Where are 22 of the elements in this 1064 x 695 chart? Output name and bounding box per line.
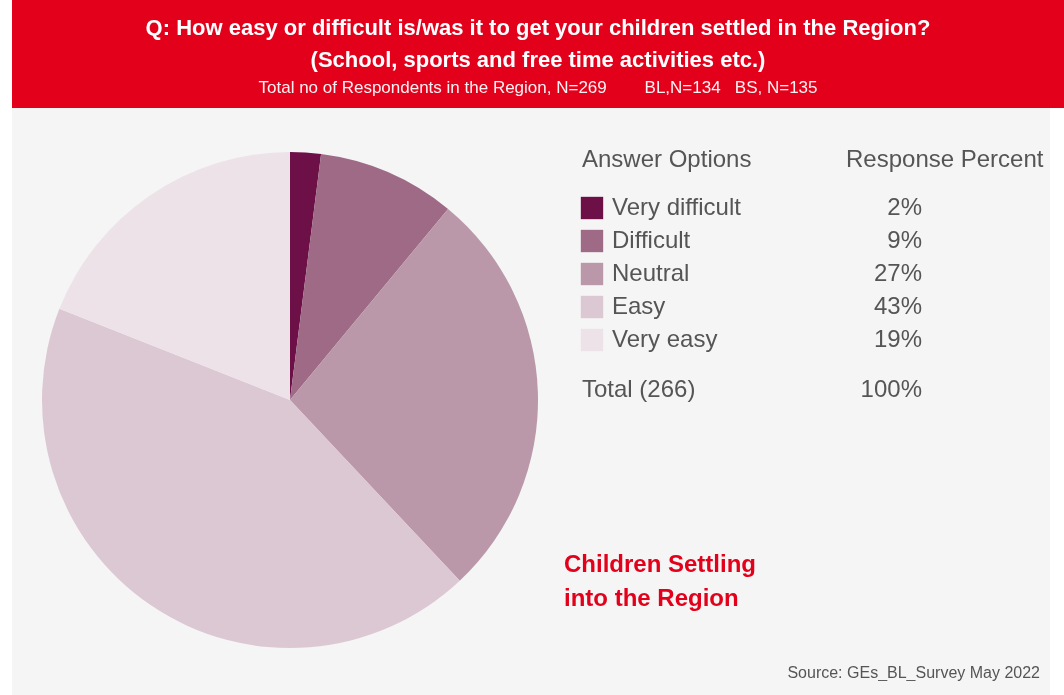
data-label: 2%	[887, 193, 922, 220]
legend-label: Neutral	[612, 259, 690, 286]
pie-slice	[59, 152, 290, 400]
pie-slice	[42, 308, 460, 648]
chart-title: Q: How easy or difficult is/was it to get your children settled in the Region? (School, sports and free time activities etc.)	[144, 14, 932, 74]
legend-label: Easy	[612, 292, 666, 319]
source-note: Source: GEs_BL_Survey May 2022	[787, 664, 1041, 682]
legend-label: Difficult	[612, 226, 691, 253]
text: Total (266)	[582, 375, 696, 402]
pie-slice	[290, 208, 538, 581]
text: Children Settling into the Region	[564, 550, 756, 611]
pie-slice	[290, 153, 449, 400]
text: 100%	[860, 375, 922, 402]
data-label: 19%	[873, 325, 922, 352]
legend-label: Very easy	[612, 325, 718, 352]
data-label: 27%	[873, 259, 922, 286]
chart-subtitle: Total no of Respondents in the Region, N=269 BL,N=134 BS, N=135	[257, 78, 819, 98]
text: Response Percent	[846, 145, 1044, 172]
legend-title: Answer Options	[582, 145, 752, 172]
data-label: 43%	[873, 292, 922, 319]
legend-label: Very difficult	[612, 193, 742, 220]
data-label: 9%	[887, 226, 922, 253]
